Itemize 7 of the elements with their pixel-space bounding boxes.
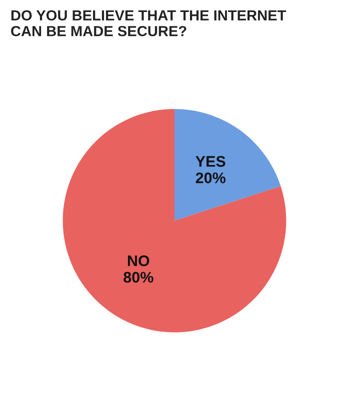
chart-title: DO YOU BELIEVE THAT THE INTERNET CAN BE MADE SECURE?: [11, 10, 286, 36]
data-label: 80%: [124, 272, 154, 283]
slice-label: YES: [196, 156, 226, 167]
pie-slice: [62, 108, 286, 332]
pie-slice: [174, 108, 281, 221]
slice-label: NO: [128, 255, 150, 266]
data-label: 20%: [196, 172, 226, 184]
